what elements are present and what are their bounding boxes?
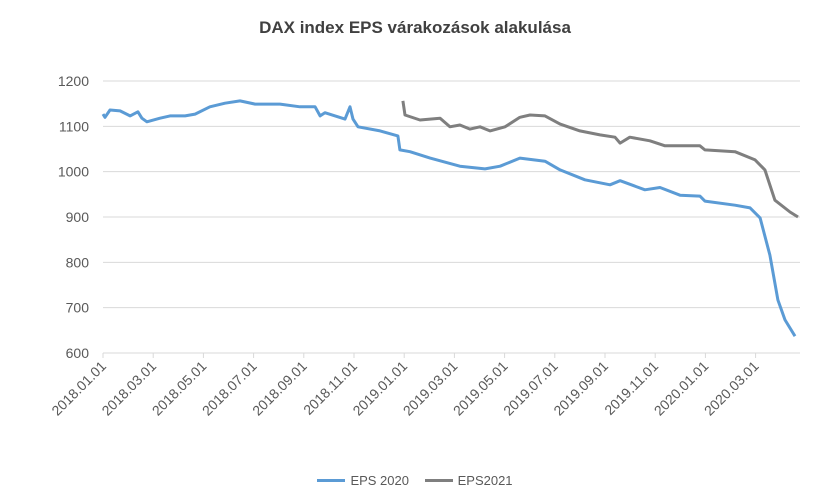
y-tick-label: 700 (66, 300, 90, 316)
series-line-eps2020 (101, 99, 797, 337)
chart-title: DAX index EPS várakozások alakulása (259, 18, 571, 37)
legend: EPS 2020 EPS2021 (0, 470, 830, 488)
legend-swatch (317, 479, 346, 482)
x-tick-label: 2020.03.01 (701, 358, 762, 419)
legend-item-eps2021: EPS2021 (424, 473, 513, 488)
y-tick-label: 1000 (58, 164, 89, 180)
legend-item-eps2020: EPS 2020 (317, 473, 409, 488)
x-tick-label: 2018.09.01 (249, 358, 310, 419)
legend-swatch (424, 479, 453, 482)
y-tick-label: 600 (66, 345, 90, 361)
x-tick-label: 2019.09.01 (550, 358, 611, 419)
series-line-eps2021 (401, 100, 799, 219)
y-tick-label: 800 (66, 254, 90, 270)
y-tick-label: 900 (66, 209, 90, 225)
y-tick-label: 1100 (59, 118, 89, 134)
legend-label: EPS2021 (457, 473, 513, 488)
legend-label: EPS 2020 (350, 473, 409, 488)
y-tick-label: 1200 (58, 73, 89, 89)
